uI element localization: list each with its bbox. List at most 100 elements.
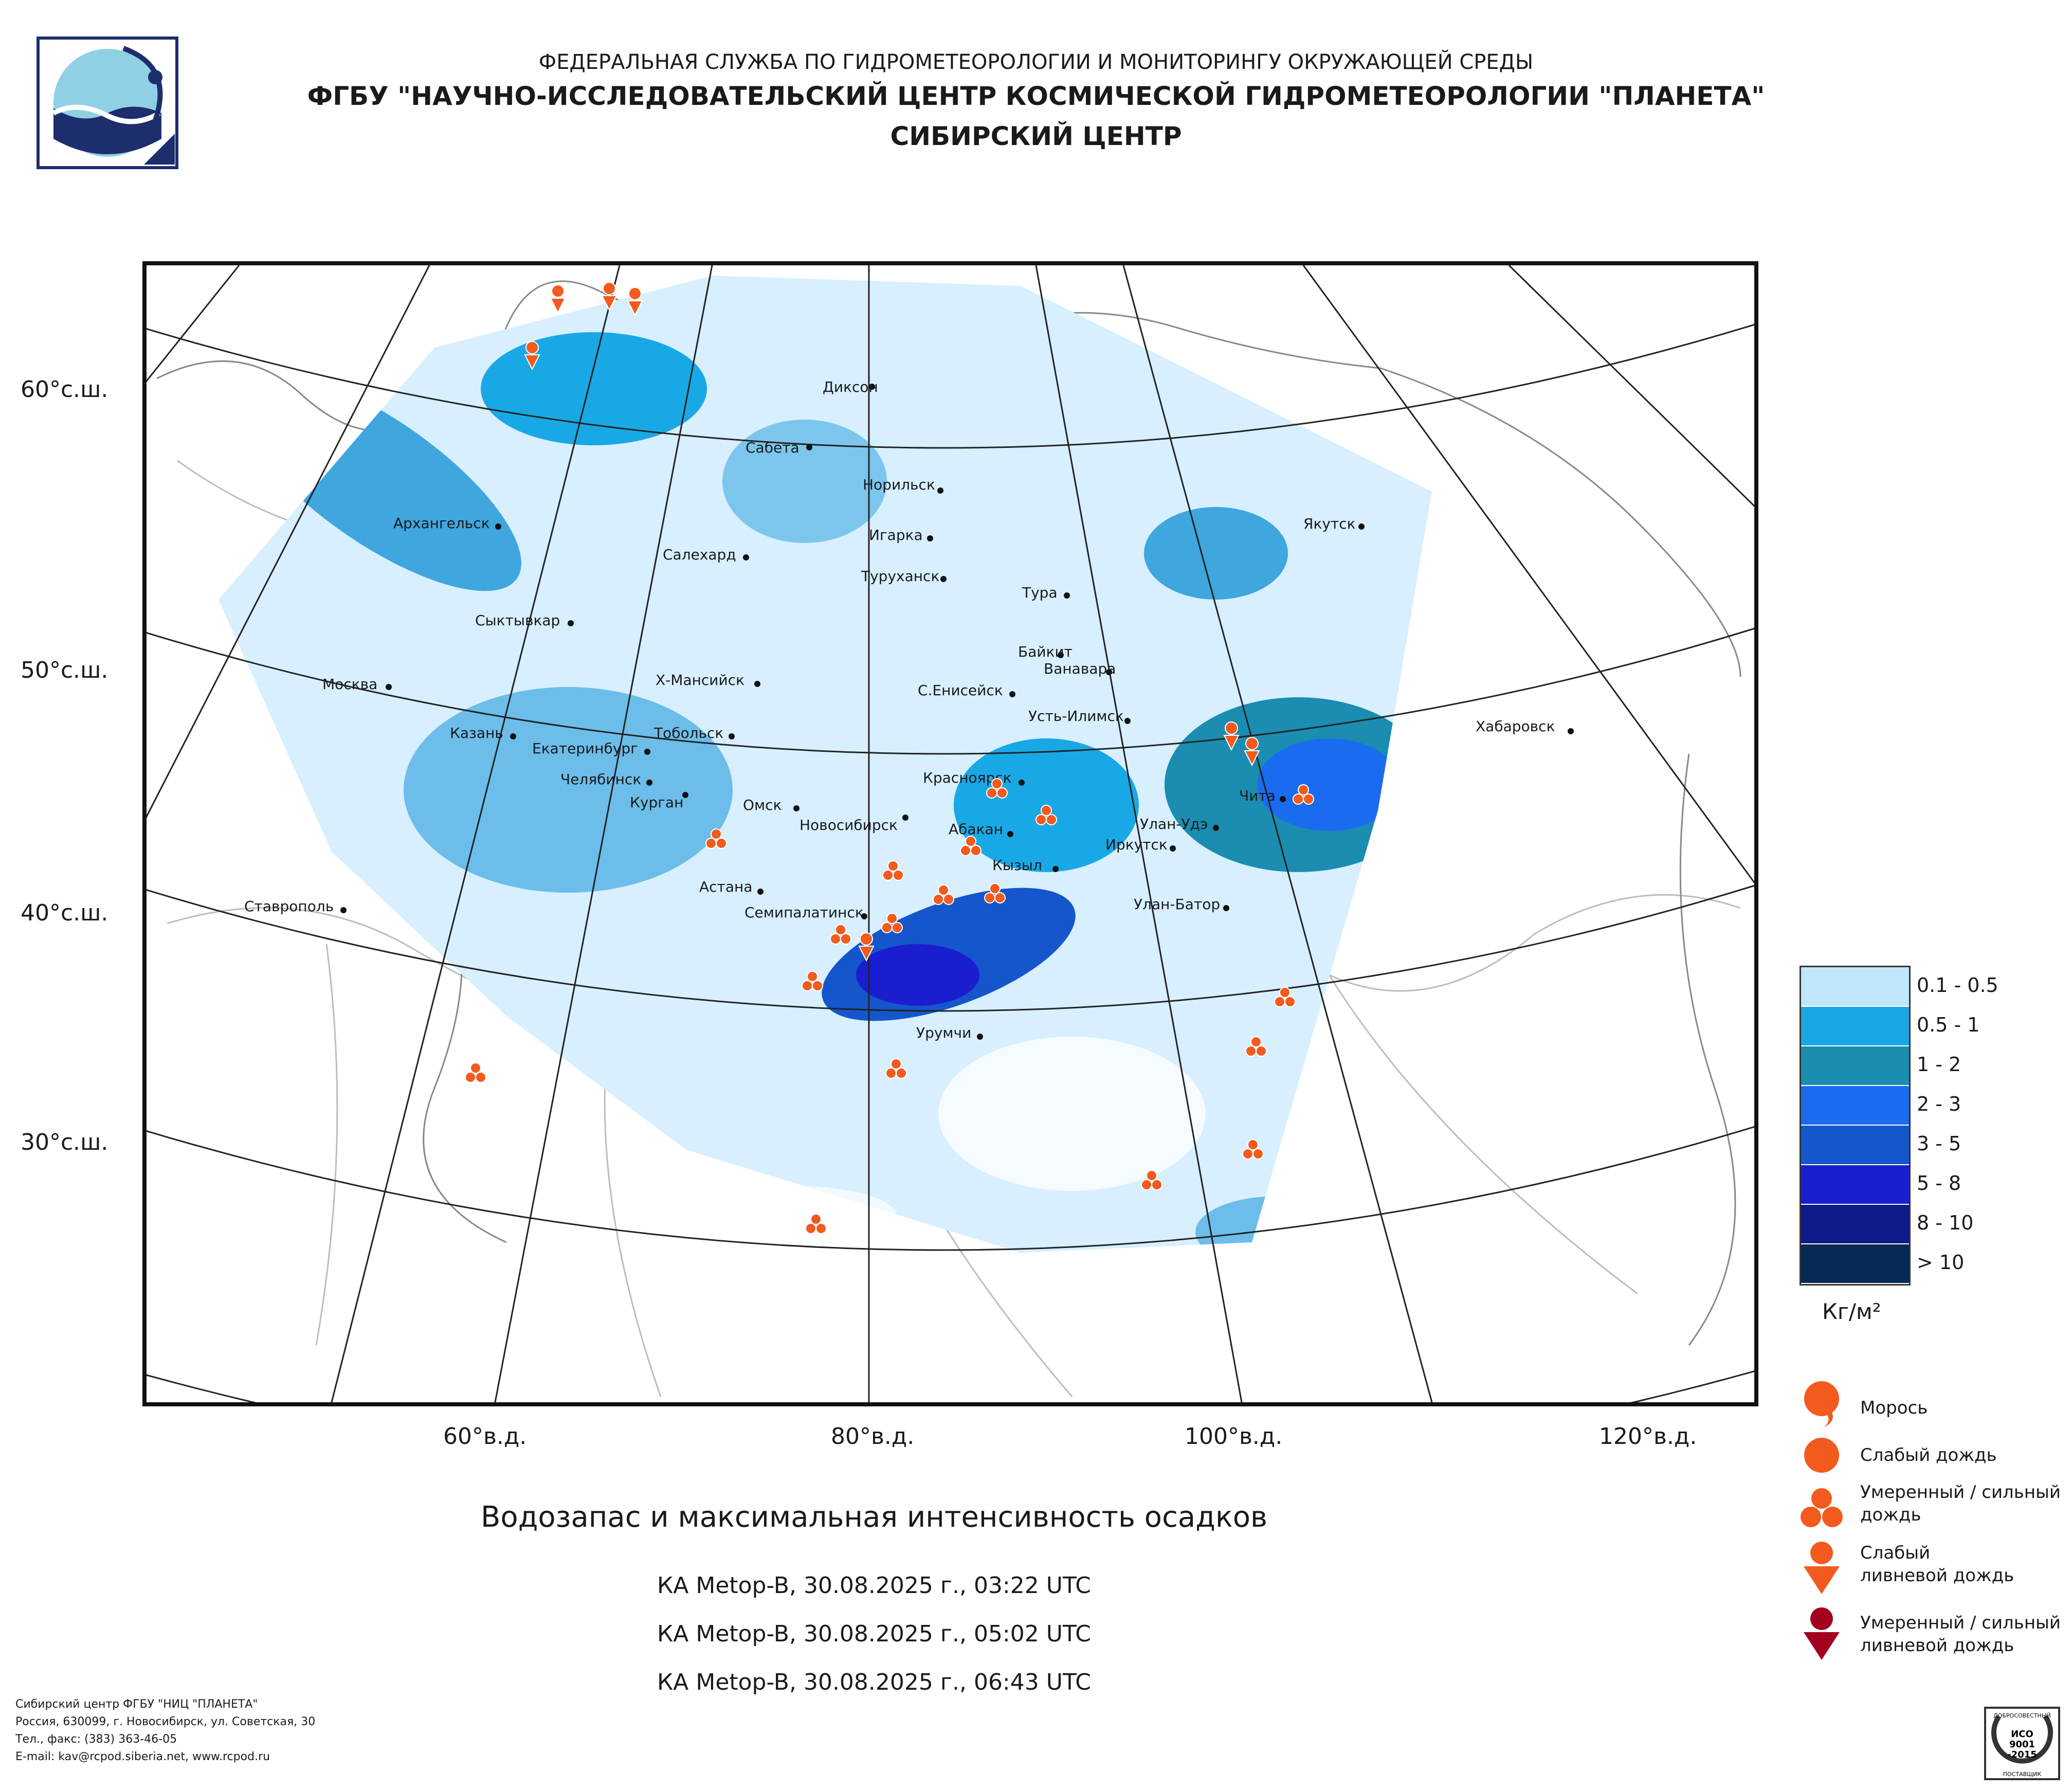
scale-swatch bbox=[1801, 1126, 1909, 1165]
light-shower-icon bbox=[1804, 1542, 1840, 1594]
iso-badge: ДОБРОСОВЕСТНЫЙ ИСО 9001 -2015 ПОСТАВЩИК bbox=[1984, 1707, 2060, 1780]
longitude-label: 60°в.д. bbox=[443, 1423, 527, 1450]
map-canvas bbox=[147, 265, 1754, 1402]
scale-swatch bbox=[1801, 1244, 1909, 1284]
light-rain-icon bbox=[1804, 1438, 1839, 1473]
color-scale-legend bbox=[1800, 966, 1911, 1286]
city-label: Екатеринбург bbox=[532, 740, 638, 757]
light-shower-icon bbox=[601, 282, 617, 312]
city-dot bbox=[902, 815, 908, 821]
city-dot bbox=[754, 681, 760, 687]
city-label: Байкит bbox=[1018, 643, 1073, 660]
heavy-rain-icon bbox=[885, 1058, 907, 1079]
longitude-label: 100°в.д. bbox=[1185, 1423, 1283, 1450]
satellite-pass: КА Metop-B, 30.08.2025 г., 05:02 UTC bbox=[657, 1621, 1091, 1647]
heavy-rain-icon bbox=[1035, 805, 1057, 825]
city-dot bbox=[568, 620, 574, 626]
city-dot bbox=[793, 805, 799, 811]
city-label: Х-Мансийск bbox=[656, 672, 745, 689]
city-dot bbox=[977, 1034, 983, 1040]
city-label: Игарка bbox=[869, 527, 923, 544]
city-label: Улан-Батор bbox=[1134, 896, 1221, 913]
svg-text:-2015: -2015 bbox=[2007, 1749, 2037, 1760]
city-dot bbox=[757, 889, 764, 895]
city-label: Салехард bbox=[663, 546, 736, 563]
city-label: Иркутск bbox=[1105, 836, 1168, 853]
city-label: Урумчи bbox=[916, 1024, 972, 1041]
city-dot bbox=[1009, 691, 1015, 697]
city-label: Казань bbox=[450, 725, 503, 741]
scale-label: 3 - 5 bbox=[1917, 1132, 1961, 1155]
city-label: Астана bbox=[699, 878, 753, 895]
city-label: Хабаровск bbox=[1476, 718, 1555, 735]
scale-swatch bbox=[1801, 1046, 1909, 1086]
longitude-label: 120°в.д. bbox=[1599, 1423, 1697, 1450]
light-shower-icon bbox=[524, 341, 540, 371]
city-dot bbox=[340, 907, 347, 913]
svg-text:ДОБРОСОВЕСТНЫЙ: ДОБРОСОВЕСТНЫЙ bbox=[1993, 1712, 2051, 1719]
heavy-rain-icon bbox=[881, 913, 903, 933]
city-dot bbox=[869, 384, 875, 390]
scale-label: 8 - 10 bbox=[1917, 1211, 1974, 1234]
city-dot bbox=[682, 792, 688, 798]
graticule bbox=[147, 265, 1754, 1402]
heavy-rain-icon bbox=[933, 884, 954, 905]
longitude-label: 80°в.д. bbox=[831, 1423, 915, 1450]
city-label: Чита bbox=[1239, 787, 1276, 804]
city-dot bbox=[646, 780, 652, 786]
city-dot bbox=[1058, 652, 1064, 658]
light-shower-icon bbox=[627, 287, 643, 317]
svg-text:9001: 9001 bbox=[2009, 1739, 2035, 1750]
symbol-label-drizzle: Морось bbox=[1860, 1398, 1928, 1418]
city-dot bbox=[1007, 831, 1013, 837]
heavy-rain-icon bbox=[960, 836, 982, 856]
city-dot bbox=[495, 523, 501, 530]
city-dot bbox=[510, 733, 516, 739]
planeta-logo bbox=[37, 37, 178, 169]
agency-title: ФЕДЕРАЛЬНАЯ СЛУЖБА ПО ГИДРОМЕТЕОРОЛОГИИ … bbox=[538, 50, 1534, 74]
heavy-rain-icon bbox=[986, 778, 1008, 799]
scale-label: 2 - 3 bbox=[1917, 1093, 1961, 1115]
scale-swatch bbox=[1801, 1205, 1909, 1244]
city-label: Якутск bbox=[1303, 515, 1356, 532]
city-label: Омск bbox=[743, 797, 782, 813]
scale-swatch bbox=[1801, 1086, 1909, 1126]
scale-label: 0.5 - 1 bbox=[1917, 1014, 1980, 1036]
city-dot bbox=[927, 535, 933, 541]
heavy-shower-icon bbox=[1804, 1607, 1840, 1660]
latitude-label: 60°с.ш. bbox=[21, 376, 108, 403]
heavy-rain-icon bbox=[1801, 1488, 1843, 1527]
light-shower-icon bbox=[550, 284, 566, 314]
city-label: Сыктывкар bbox=[475, 612, 560, 629]
city-dot bbox=[1064, 592, 1070, 599]
city-dot bbox=[1213, 825, 1219, 831]
svg-text:ИСО: ИСО bbox=[2011, 1729, 2033, 1740]
city-label: Архангельск bbox=[393, 515, 490, 532]
heavy-rain-icon bbox=[830, 924, 851, 945]
city-dot bbox=[1358, 523, 1365, 530]
footer-email: E-mail: kav@rcpod.siberia.net, www.rcpod… bbox=[15, 1750, 270, 1763]
city-label: Улан-Удэ bbox=[1140, 816, 1208, 833]
scale-label: 1 - 2 bbox=[1917, 1053, 1961, 1076]
precipitation-map: Диксон Сабета Норильск Игарка Архангельс… bbox=[142, 261, 1758, 1406]
scale-label: 0.1 - 0.5 bbox=[1917, 974, 1998, 997]
city-dot bbox=[743, 554, 749, 560]
city-dot bbox=[644, 749, 650, 755]
heavy-rain-icon bbox=[805, 1214, 827, 1234]
heavy-rain-icon bbox=[465, 1062, 486, 1083]
light-shower-icon bbox=[858, 932, 875, 962]
city-label: Туруханск bbox=[861, 568, 940, 585]
light-shower-icon bbox=[1244, 737, 1260, 767]
satellite-pass: КА Metop-B, 30.08.2025 г., 03:22 UTC bbox=[657, 1572, 1091, 1599]
city-label: Ванавара bbox=[1044, 660, 1116, 677]
city-dot bbox=[1170, 845, 1176, 852]
latitude-label: 40°с.ш. bbox=[21, 900, 108, 926]
city-dot bbox=[1280, 796, 1286, 802]
city-dot bbox=[729, 733, 735, 739]
satellite-pass: КА Metop-B, 30.08.2025 г., 06:43 UTC bbox=[657, 1669, 1091, 1695]
city-label: Диксон bbox=[823, 378, 878, 395]
heavy-rain-icon bbox=[1274, 987, 1296, 1007]
heavy-rain-icon bbox=[705, 828, 727, 849]
city-label: С.Енисейск bbox=[918, 682, 1003, 699]
heavy-rain-icon bbox=[984, 883, 1006, 903]
